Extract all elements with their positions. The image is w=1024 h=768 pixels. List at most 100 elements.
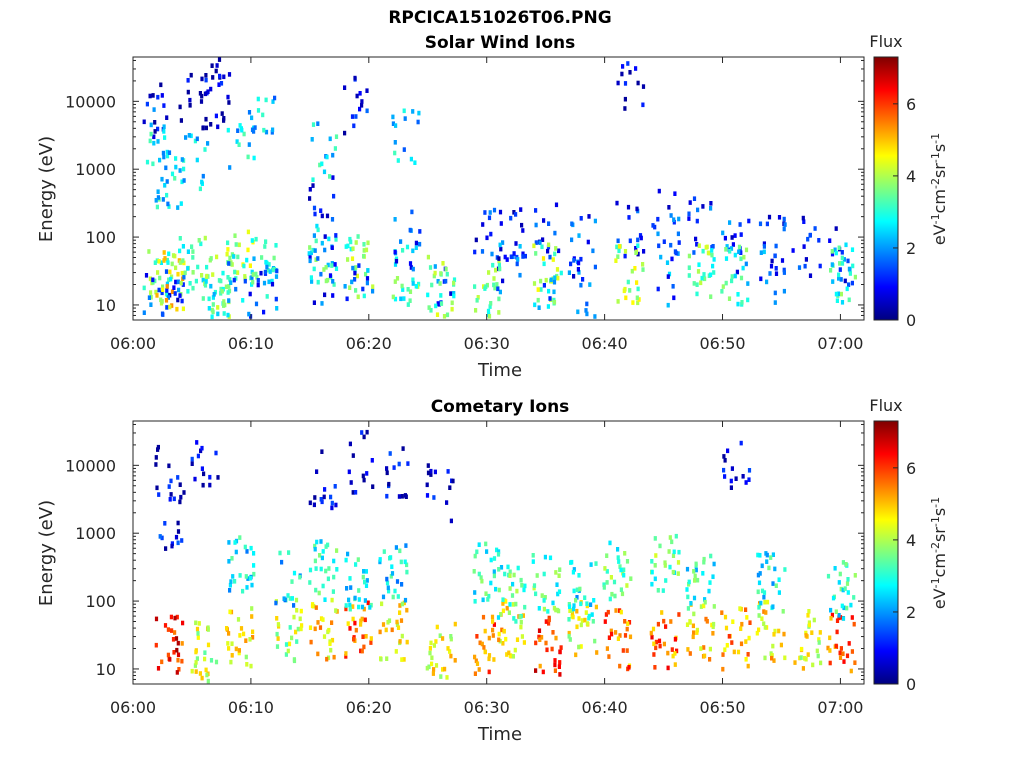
heatmap-cell — [418, 241, 422, 247]
heatmap-cell — [316, 121, 320, 126]
heatmap-cell — [284, 652, 288, 657]
heatmap-cell — [669, 619, 673, 624]
heatmap-cell — [845, 581, 850, 586]
heatmap-cell — [243, 278, 247, 284]
heatmap-cell — [623, 81, 628, 86]
heatmap-cell — [702, 559, 706, 565]
heatmap-cell — [577, 573, 581, 578]
heatmap-cell — [723, 474, 727, 479]
heatmap-cell — [475, 298, 479, 303]
heatmap-cell — [388, 451, 392, 456]
heatmap-cell — [330, 245, 334, 250]
heatmap-cell — [834, 250, 838, 256]
heatmap-cell — [200, 76, 204, 82]
heatmap-cell — [194, 669, 198, 674]
heatmap-cell — [346, 243, 350, 249]
heatmap-cell — [485, 549, 489, 554]
heatmap-cell — [534, 251, 538, 256]
heatmap-cell — [491, 262, 495, 268]
heatmap-cell — [508, 586, 512, 591]
heatmap-cell — [676, 251, 680, 256]
heatmap-cell — [802, 219, 806, 224]
heatmap-cell — [156, 270, 160, 275]
heatmap-cell — [272, 255, 276, 261]
heatmap-cell — [520, 634, 524, 639]
heatmap-cell — [518, 614, 522, 620]
heatmap-cell — [142, 310, 146, 315]
heatmap-cell — [542, 218, 546, 223]
heatmap-cell — [311, 247, 315, 253]
heatmap-cell — [453, 658, 457, 663]
heatmap-cell — [769, 263, 774, 269]
heatmap-cell — [155, 485, 159, 491]
heatmap-cell — [546, 248, 550, 254]
heatmap-cell — [710, 622, 714, 628]
heatmap-cell — [155, 293, 159, 298]
heatmap-cell — [503, 254, 507, 260]
heatmap-cell — [692, 569, 696, 574]
heatmap-cell — [326, 542, 330, 548]
heatmap-cell — [427, 305, 431, 310]
heatmap-cell — [513, 647, 517, 653]
heatmap-cell — [382, 549, 386, 554]
heatmap-cell — [365, 88, 369, 93]
heatmap-cell — [226, 290, 230, 295]
heatmap-cell — [720, 289, 724, 294]
heatmap-cell — [173, 615, 177, 621]
heatmap-cell — [474, 658, 478, 664]
heatmap-cell — [782, 267, 786, 273]
heatmap-cell — [511, 602, 515, 607]
heatmap-cell — [252, 551, 256, 556]
heatmap-cell — [402, 600, 406, 606]
heatmap-cell — [687, 273, 691, 278]
heatmap-cell — [315, 223, 319, 229]
heatmap-cell — [325, 213, 330, 219]
heatmap-cell — [231, 574, 235, 579]
heatmap-cell — [172, 496, 176, 502]
heatmap-cell — [226, 240, 230, 246]
heatmap-cell — [175, 647, 179, 653]
heatmap-cell — [624, 295, 628, 301]
heatmap-cell — [209, 256, 213, 261]
heatmap-cell — [710, 248, 714, 253]
heatmap-cell — [726, 448, 730, 454]
heatmap-cell — [371, 484, 375, 489]
heatmap-cell — [491, 627, 495, 633]
heatmap-cell — [360, 103, 364, 108]
heatmap-cell — [217, 278, 221, 283]
heatmap-cell — [618, 608, 622, 613]
heatmap-cell — [206, 625, 210, 630]
heatmap-cell — [630, 268, 634, 274]
heatmap-cell — [425, 482, 429, 488]
heatmap-cell — [362, 569, 366, 574]
heatmap-cell — [519, 577, 523, 583]
heatmap-cell — [378, 559, 382, 565]
heatmap-cell — [243, 544, 247, 550]
heatmap-cell — [851, 263, 855, 269]
heatmap-cell — [156, 447, 160, 452]
heatmap-cell — [701, 571, 705, 576]
heatmap-cell — [636, 80, 640, 86]
heatmap-cell — [250, 582, 254, 588]
heatmap-cell — [246, 247, 250, 253]
heatmap-cell — [554, 635, 558, 641]
heatmap-cell — [641, 84, 646, 89]
heatmap-cell — [765, 559, 769, 564]
heatmap-cell — [514, 241, 518, 246]
heatmap-cell — [176, 529, 181, 534]
heatmap-cell — [226, 247, 230, 252]
heatmap-cell — [616, 80, 620, 86]
x-tick-label: 06:20 — [346, 334, 392, 353]
heatmap-cell — [251, 272, 255, 277]
heatmap-cell — [746, 663, 750, 669]
heatmap-cell — [237, 142, 241, 147]
x-tick-label: 06:20 — [346, 698, 392, 717]
heatmap-cell — [351, 490, 355, 495]
heatmap-cell — [559, 270, 563, 276]
heatmap-cell — [577, 644, 581, 650]
colorbar-tick-label: 6 — [906, 95, 916, 114]
heatmap-cell — [273, 95, 277, 101]
heatmap-cell — [166, 260, 170, 265]
heatmap-cell — [515, 261, 519, 267]
heatmap-cell — [850, 247, 855, 252]
